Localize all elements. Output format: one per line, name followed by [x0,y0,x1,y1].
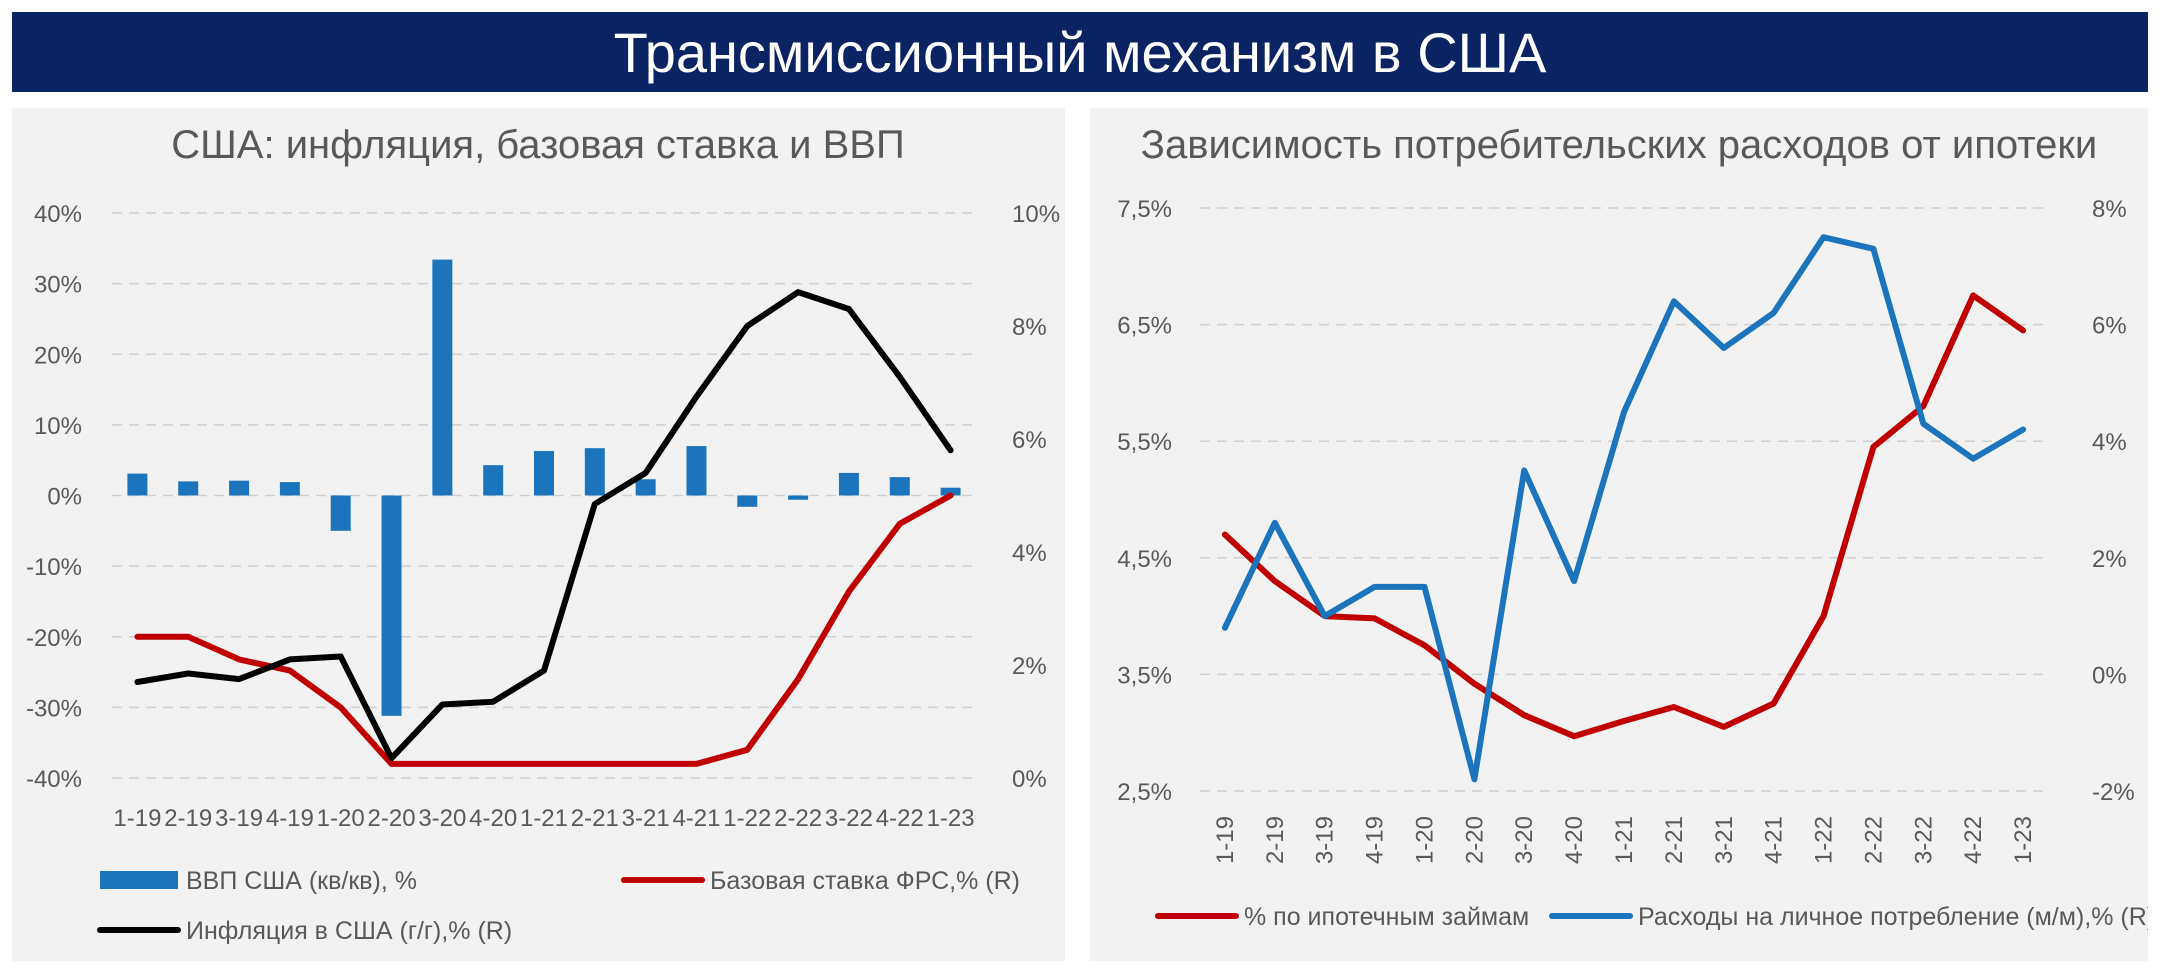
x-axis-tick: 4-22 [876,805,924,832]
x-axis-tick: 3-22 [1910,816,1937,864]
bar-gdp [737,495,758,507]
x-axis-tick: 2-19 [1262,816,1289,864]
x-axis-tick: 1-19 [113,805,161,832]
x-axis-tick: 2-22 [774,805,822,832]
x-axis-tick: 1-20 [317,805,365,832]
bar-gdp [584,448,605,496]
x-axis-tick: 2-20 [1461,816,1488,864]
x-axis-tick: 4-20 [1561,816,1588,864]
bar-gdp [686,446,707,496]
x-axis-tick: 3-21 [1711,816,1738,864]
chart-panel-inflation: США: инфляция, базовая ставка и ВВП 40% 3… [12,108,1065,961]
left-axis-tick: 3,5% [1117,662,1172,689]
right-axis-tick: 2% [2092,546,2127,573]
series-line-fed-rate [134,492,954,767]
right-axis-tick: 4% [1012,540,1047,567]
bar-gdp [381,495,402,716]
right-axis-tick: 8% [2092,196,2127,223]
x-axis-tick: 1-22 [723,805,771,832]
x-axis-tick: 4-22 [1960,816,1987,864]
bar-gdp [127,473,148,496]
left-axis-tick: 7,5% [1117,196,1172,223]
x-axis-tick: 2-20 [368,805,416,832]
right-axis-tick: -2% [2092,779,2135,806]
left-axis-tick: -40% [26,766,82,793]
left-axis-tick: 5,5% [1117,429,1172,456]
left-axis-tick: 40% [34,201,82,228]
series-line-mortgage-rate [1221,292,2027,740]
x-axis-tick: 3-20 [418,805,466,832]
right-axis-tick: 0% [1012,766,1047,793]
bar-gdp [330,495,351,531]
x-axis-tick: 4-21 [1761,816,1788,864]
x-axis-tick: 2-22 [1860,816,1887,864]
bar-gdp [635,479,656,496]
x-axis-tick: 1-21 [520,805,568,832]
chart-title: США: инфляция, базовая ставка и ВВП [171,123,904,167]
left-axis-tick: -20% [26,625,82,652]
x-axis-tick: 4-19 [1362,816,1389,864]
right-axis-tick: 0% [2092,662,2127,689]
legend-label: % по ипотечным займам [1244,903,1529,931]
x-axis-tick: 3-19 [215,805,263,832]
legend-label: Расходы на личное потребление (м/м),% (R… [1638,903,2148,931]
x-axis-tick: 3-19 [1312,816,1339,864]
chart-panel-mortgage: Зависимость потребительских расходов от … [1090,108,2155,961]
x-axis-tick: 1-20 [1411,816,1438,864]
left-axis-tick: -10% [26,554,82,581]
x-axis-tick: 4-20 [469,805,517,832]
x-axis-tick: 3-22 [825,805,873,832]
page-banner: Трансмиссионный механизм в США [12,12,2148,92]
bar-gdp [534,451,554,496]
right-axis-tick: 4% [2092,429,2127,456]
series-line-inflation [134,289,954,762]
left-axis-tick: 6,5% [1117,313,1172,340]
right-axis-tick: 10% [1012,201,1060,228]
legend-label: Инфляция в США (г/г),% (R) [186,917,512,945]
left-axis-tick: 10% [34,413,82,440]
x-axis-tick: 3-20 [1511,816,1538,864]
legend-label: ВВП США (кв/кв), % [186,867,417,895]
left-axis-tick: -30% [26,695,82,722]
right-axis-tick: 2% [1012,653,1047,680]
bar-gdp [940,487,961,496]
series-line-consumption [1221,234,2027,783]
bar-gdp [483,465,504,496]
bar-gdp [889,477,910,496]
bar-gdp [432,259,453,496]
x-axis-tick: 3-21 [622,805,670,832]
left-axis-tick: 2,5% [1117,779,1172,806]
x-axis-tick: 1-22 [1811,816,1838,864]
right-axis-tick: 6% [2092,313,2127,340]
x-axis-tick: 1-23 [927,805,975,832]
legend-swatch-gdp [100,871,178,889]
left-axis-tick: 30% [34,272,82,299]
bar-gdp [279,482,300,496]
left-axis-tick: 20% [34,342,82,369]
chart-inflation-rate-gdp: США: инфляция, базовая ставка и ВВП 40% 3… [26,123,1060,945]
x-axis-tick: 1-23 [2010,816,2037,864]
page-title: Трансмиссионный механизм в США [613,20,1547,84]
left-axis-tick: 4,5% [1117,546,1172,573]
legend-label: Базовая ставка ФРС,% (R) [710,867,1020,895]
x-axis-tick: 4-21 [672,805,720,832]
bar-gdp [178,481,199,496]
x-axis-tick: 4-19 [266,805,314,832]
x-axis-tick: 1-19 [1212,816,1239,864]
x-axis-tick: 2-21 [571,805,619,832]
bar-gdp [838,472,859,496]
chart-title: Зависимость потребительских расходов от … [1141,123,2097,167]
bar-gdp [788,495,809,500]
chart-consumption-mortgage: Зависимость потребительских расходов от … [1117,123,2155,931]
right-axis-tick: 6% [1012,427,1047,454]
right-axis-tick: 8% [1012,314,1047,341]
bar-gdp [229,480,250,496]
x-axis-tick: 1-21 [1611,816,1638,864]
left-axis-tick: 0% [47,484,82,511]
x-axis-tick: 2-19 [164,805,212,832]
x-axis-tick: 2-21 [1661,816,1688,864]
